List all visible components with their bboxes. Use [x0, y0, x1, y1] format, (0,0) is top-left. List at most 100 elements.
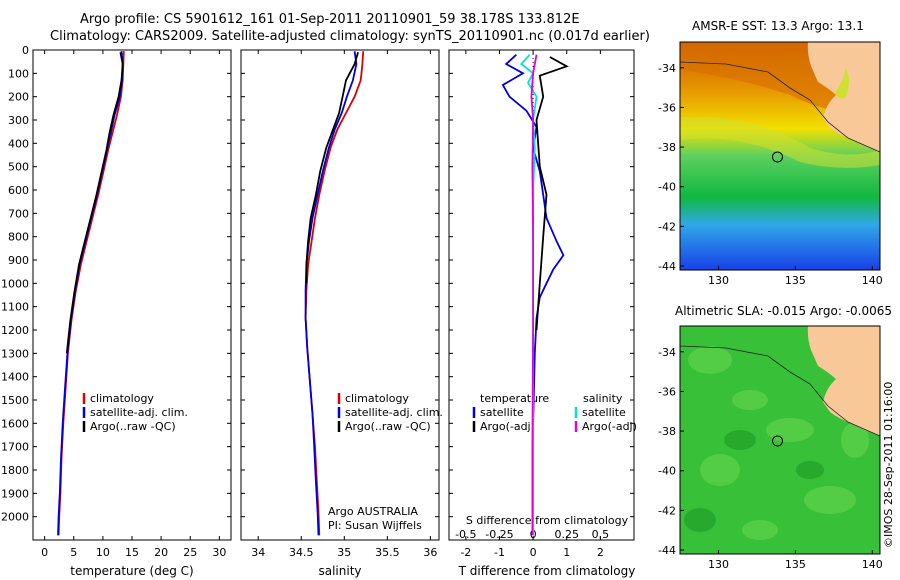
- salinity-legend-climatology: climatology: [345, 392, 409, 405]
- temperature-legend: climatology satellite-adj. clim. Argo(..…: [82, 392, 188, 433]
- x2-tick-label: 0.25: [554, 528, 579, 541]
- x2-tick-label: 0.5: [592, 528, 610, 541]
- x2-tick-label: -0.5: [455, 528, 476, 541]
- x-tick-label: 20: [154, 546, 168, 559]
- temperature-legend-climatology: climatology: [90, 392, 154, 405]
- diff-legend-t-satellite: satellite: [480, 406, 524, 419]
- imos-stamp: ©IMOS 28-Sep-2011 01:16:00: [882, 381, 895, 548]
- x-tick-label: -2: [460, 546, 471, 559]
- difference-legend: temperature salinity satellite Argo(-adj…: [472, 392, 637, 433]
- y-tick-label: 1800: [1, 464, 29, 477]
- temperature-legend-satellite: satellite-adj. clim.: [90, 406, 188, 419]
- y-tick-label: 1200: [1, 324, 29, 337]
- series-line: [57, 51, 124, 536]
- sst-map-frame: [679, 41, 881, 271]
- map-y-tick-label: -34: [658, 346, 676, 359]
- salinity-panel-frame: [240, 49, 440, 541]
- x-tick-label: 36: [423, 546, 437, 559]
- map-y-tick-label: -40: [658, 465, 676, 478]
- x-tick-label: 35: [337, 546, 351, 559]
- x-tick-label: 34: [251, 546, 265, 559]
- x-tick-label: 0: [530, 546, 537, 559]
- map-x-tick-label: 140: [862, 558, 883, 571]
- sla-dark-patches: [684, 430, 824, 532]
- map-x-tick-label: 135: [785, 558, 806, 571]
- diff-legend-temperature: temperature: [480, 392, 549, 405]
- map-x-tick-label: 130: [708, 274, 729, 287]
- map-x-tick-label: 135: [785, 274, 806, 287]
- sla-shelf-line: [679, 345, 881, 437]
- map-y-tick-label: -38: [658, 425, 676, 438]
- x-tick-label: -1: [494, 546, 505, 559]
- diff-legend-salinity: salinity: [583, 392, 623, 405]
- float-position-marker: [772, 435, 783, 447]
- temperature-xlabel: temperature (deg C): [70, 564, 193, 578]
- y-tick-label: 400: [8, 137, 29, 150]
- map-y-tick-label: -36: [658, 385, 676, 398]
- y-tick-label: 300: [8, 114, 29, 127]
- x-tick-label: 5: [70, 546, 77, 559]
- y-tick-label: 1900: [1, 487, 29, 500]
- sst-map-title: AMSR-E SST: 13.3 Argo: 13.1: [692, 19, 864, 33]
- y-tick-label: 600: [8, 184, 29, 197]
- map-x-tick-label: 130: [708, 558, 729, 571]
- x-tick-label: 15: [125, 546, 139, 559]
- map-y-tick-label: -44: [658, 260, 676, 273]
- series-line: [519, 54, 538, 536]
- difference-x2label: S difference from climatology: [466, 514, 629, 527]
- y-tick-label: 500: [8, 161, 29, 174]
- map-y-tick-label: -42: [658, 504, 676, 517]
- sst-coast-region: [835, 68, 849, 99]
- sst-map: [679, 41, 881, 271]
- sst-shelf-line: [679, 61, 881, 153]
- y-tick-label: 900: [8, 254, 29, 267]
- y-tick-label: 200: [8, 91, 29, 104]
- sst-yellow-band: [680, 117, 880, 168]
- x-tick-label: 1: [563, 546, 570, 559]
- difference-panel-frame: [448, 49, 635, 541]
- x-tick-label: 0: [41, 546, 48, 559]
- map-y-tick-label: -44: [658, 544, 676, 557]
- sst-gulf-land: [826, 42, 842, 92]
- series-line: [535, 56, 569, 331]
- series-line: [305, 52, 359, 284]
- salinity-legend-satellite: satellite-adj. clim.: [345, 406, 443, 419]
- y-tick-label: 1700: [1, 441, 29, 454]
- x-tick-label: 34.5: [289, 546, 314, 559]
- y-tick-label: 0: [22, 44, 29, 57]
- y-tick-label: 1600: [1, 417, 29, 430]
- sla-gulf-land: [826, 326, 842, 376]
- float-position-marker: [772, 151, 783, 163]
- salinity-annotation-1: Argo AUSTRALIA: [328, 505, 418, 518]
- map-y-tick-label: -36: [658, 101, 676, 114]
- x-tick-label: 30: [212, 546, 226, 559]
- x-tick-label: 35.5: [375, 546, 400, 559]
- sla-map-frame: [679, 325, 881, 555]
- diff-legend-s-argo: Argo(-adj): [582, 420, 637, 433]
- y-tick-label: 2000: [1, 511, 29, 524]
- salinity-xlabel: salinity: [318, 564, 361, 578]
- map-y-tick-label: -40: [658, 181, 676, 194]
- satellite-maps: 130 135 140 -34 -36 -38 -40 -42 -44 130 135 140 -34 -…: [658, 41, 883, 571]
- x-tick-label: 2: [597, 546, 604, 559]
- temperature-panel-frame: [32, 49, 232, 541]
- salinity-annotation-2: PI: Susan Wijffels: [328, 519, 422, 532]
- series-line: [57, 51, 125, 536]
- series-line: [65, 52, 124, 354]
- x-tick-label: 25: [183, 546, 197, 559]
- sla-land: [807, 326, 880, 436]
- y-tick-label: 1000: [1, 277, 29, 290]
- diff-legend-t-argo: Argo(-adj): [480, 420, 535, 433]
- salinity-legend: climatology satellite-adj. clim. Argo(..…: [337, 392, 443, 433]
- y-tick-label: 1100: [1, 301, 29, 314]
- map-y-tick-label: -34: [658, 62, 676, 75]
- map-x-tick-label: 140: [862, 274, 883, 287]
- y-tick-label: 1500: [1, 394, 29, 407]
- y-tick-label: 1400: [1, 371, 29, 384]
- sla-map-title: Altimetric SLA: -0.015 Argo: -0.0065: [675, 304, 893, 318]
- header-line-2: Climatology: CARS2009. Satellite-adjuste…: [50, 29, 650, 44]
- y-tick-label: 800: [8, 231, 29, 244]
- difference-xlabel: T difference from climatology: [458, 564, 636, 578]
- y-tick-label: 100: [8, 67, 29, 80]
- sla-map: [679, 325, 881, 555]
